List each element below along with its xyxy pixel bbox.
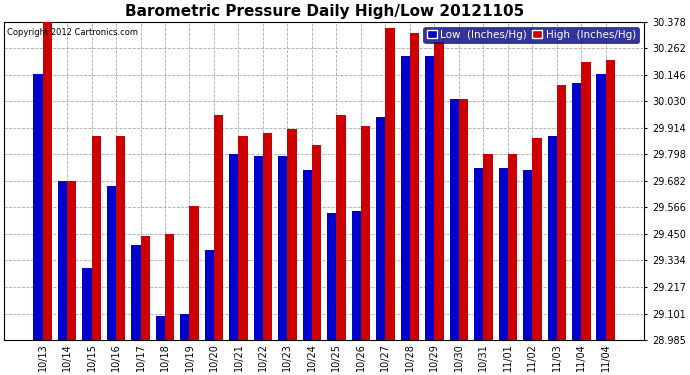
Bar <box>401 56 410 340</box>
Bar <box>214 115 224 340</box>
Bar <box>33 74 43 340</box>
Bar <box>312 145 322 340</box>
Bar <box>435 42 444 340</box>
Bar <box>459 99 469 340</box>
Bar <box>92 135 101 340</box>
Bar <box>303 170 312 340</box>
Bar <box>557 85 566 340</box>
Bar <box>190 206 199 340</box>
Bar <box>606 60 615 340</box>
Bar <box>532 138 542 340</box>
Bar <box>508 154 517 340</box>
Bar <box>484 154 493 340</box>
Bar <box>376 117 386 340</box>
Bar <box>107 186 116 340</box>
Bar <box>450 99 459 340</box>
Bar <box>205 250 214 340</box>
Text: Copyright 2012 Cartronics.com: Copyright 2012 Cartronics.com <box>8 28 139 37</box>
Bar <box>239 135 248 340</box>
Bar <box>596 74 606 340</box>
Bar <box>254 156 263 340</box>
Bar <box>180 314 190 340</box>
Bar <box>165 234 175 340</box>
Bar <box>263 133 273 340</box>
Bar <box>278 156 288 340</box>
Bar <box>116 135 126 340</box>
Bar <box>352 211 361 340</box>
Bar <box>327 213 337 340</box>
Bar <box>43 21 52 340</box>
Bar <box>337 115 346 340</box>
Bar <box>288 129 297 340</box>
Bar <box>141 236 150 340</box>
Bar <box>581 62 591 340</box>
Bar <box>361 126 371 340</box>
Bar <box>499 168 508 340</box>
Legend: Low  (Inches/Hg), High  (Inches/Hg): Low (Inches/Hg), High (Inches/Hg) <box>424 27 639 43</box>
Bar <box>156 316 165 340</box>
Bar <box>523 170 532 340</box>
Bar <box>410 33 420 340</box>
Bar <box>67 181 77 340</box>
Bar <box>474 168 484 340</box>
Bar <box>58 181 67 340</box>
Bar <box>131 245 141 340</box>
Bar <box>547 135 557 340</box>
Title: Barometric Pressure Daily High/Low 20121105: Barometric Pressure Daily High/Low 20121… <box>125 4 524 19</box>
Bar <box>572 83 581 340</box>
Bar <box>386 28 395 340</box>
Bar <box>425 56 435 340</box>
Bar <box>229 154 239 340</box>
Bar <box>82 268 92 340</box>
